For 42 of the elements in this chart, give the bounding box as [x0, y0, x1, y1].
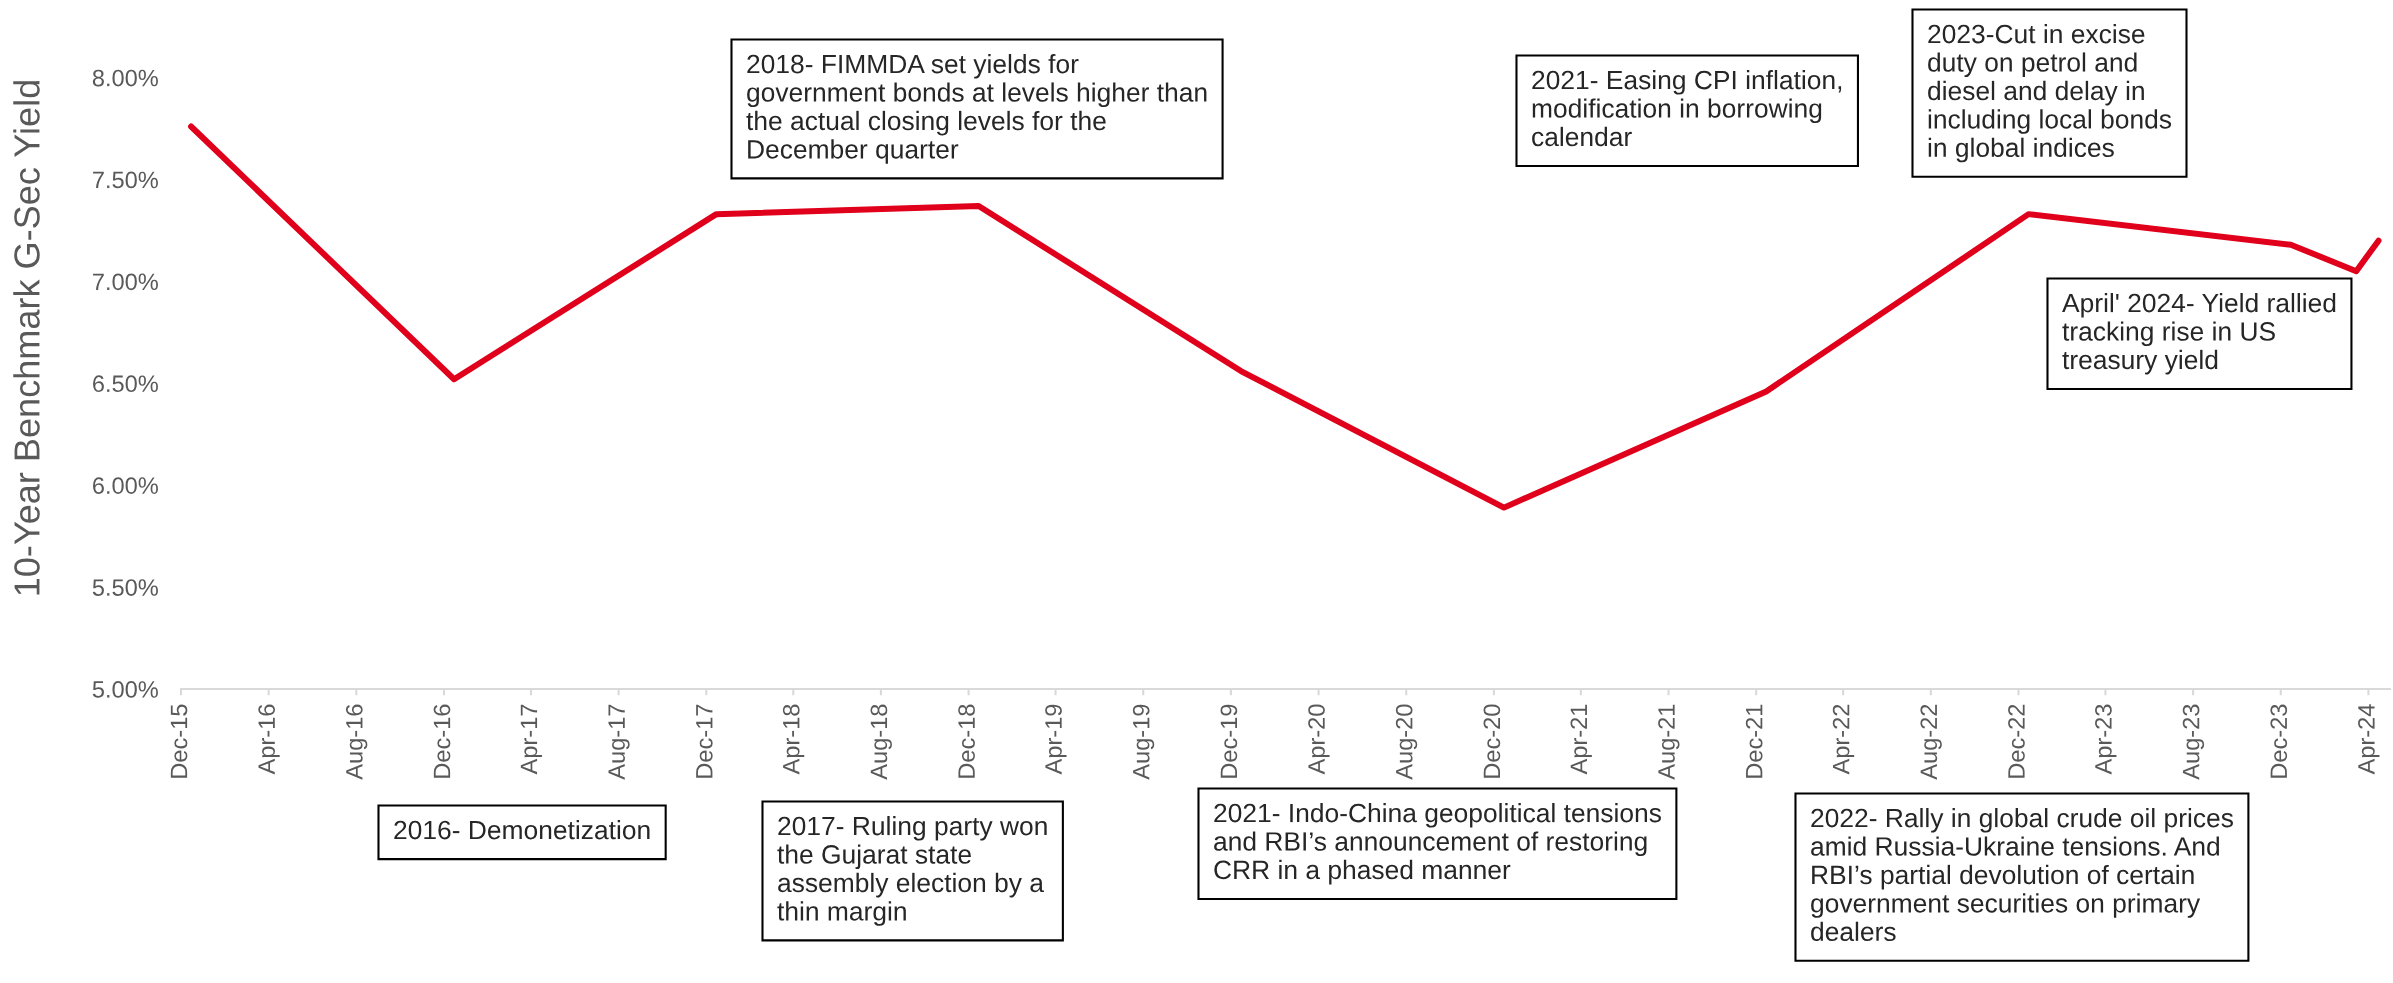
y-tick-label: 7.00%: [93, 273, 158, 291]
x-tick-label: Apr-20: [1308, 704, 1330, 775]
x-tick-label: Apr-23: [2095, 704, 2117, 775]
x-tick-label: Aug-21: [1658, 704, 1680, 780]
y-tick-label: 6.50%: [93, 375, 158, 393]
y-tick-label: 7.50%: [93, 171, 158, 189]
x-tick-label: Dec-22: [2008, 704, 2025, 778]
text: 2021- Indo-China geopolitical tensions and RBI’s announcement of restoring CRR in a phased manner: [1214, 803, 1661, 885]
text: 2017- Ruling party won the Gujarat state assembly election by a thin margin: [777, 816, 1047, 926]
x-tick-label: Aug-22: [1920, 704, 1942, 780]
y-tick-label: 5.00%: [92, 681, 158, 698]
annotation: April' 2024- Yield rallied tracking rise in US treasury yield: [2062, 293, 2336, 375]
x-tick-label: Dec-23: [2270, 704, 2288, 778]
text: 2022- Rally in global crude oil prices amid Russia-Ukraine tensions. And RBI’s partial devolution of certain government securities on primary dealers: [1811, 808, 2233, 942]
x-tick-label: Apr-19: [1045, 704, 1067, 775]
x-tick-label: Aug-16: [345, 704, 368, 780]
x-tick-label: Dec-20: [1483, 704, 1501, 778]
x-tick-label: Apr-21: [1570, 704, 1592, 775]
annotation: 2021- Easing CPI inflation, modification in borrowing calendar: [1532, 70, 1842, 147]
y-tick-label: 5.50%: [92, 579, 158, 596]
text: 2016- Demonetization: [394, 820, 650, 840]
x-tick-label: Apr-18: [782, 704, 805, 775]
x-tick-label: Aug-19: [1132, 704, 1155, 780]
x-tick-label: Dec-16: [433, 704, 451, 778]
annotation: 2018- FIMMDA set yields for government bonds at levels higher than the actual closing levels for the December quarter: [746, 54, 1207, 164]
x-tick-label: Dec-21: [1745, 704, 1763, 778]
x-tick-label: Dec-15: [170, 704, 188, 778]
x-tick-label: Dec-17: [696, 704, 713, 778]
x-tick-label: Apr-17: [520, 704, 542, 775]
y-axis-title: 10-Year Benchmark G-Sec Yield: [13, 81, 40, 595]
x-tick-label: Aug-18: [870, 704, 892, 780]
x-tick-label: Aug-23: [2182, 704, 2205, 780]
x-tick-label: Apr-24: [2358, 704, 2380, 775]
x-tick-label: Aug-20: [1395, 704, 1418, 780]
y-tick-label: 8.00%: [92, 69, 158, 87]
x-tick-label: Apr-22: [1832, 704, 1855, 775]
annotation: 2023-Cut in excise duty on petrol and diesel and delay in including local bonds in global indices: [1928, 24, 2172, 163]
x-tick-label: Aug-17: [608, 704, 630, 780]
x-tick-label: Apr-16: [258, 704, 280, 775]
y-tick-label: 6.00%: [93, 477, 158, 494]
x-tick-label: Dec-19: [1220, 704, 1238, 778]
x-tick-label: Dec-18: [958, 704, 975, 778]
